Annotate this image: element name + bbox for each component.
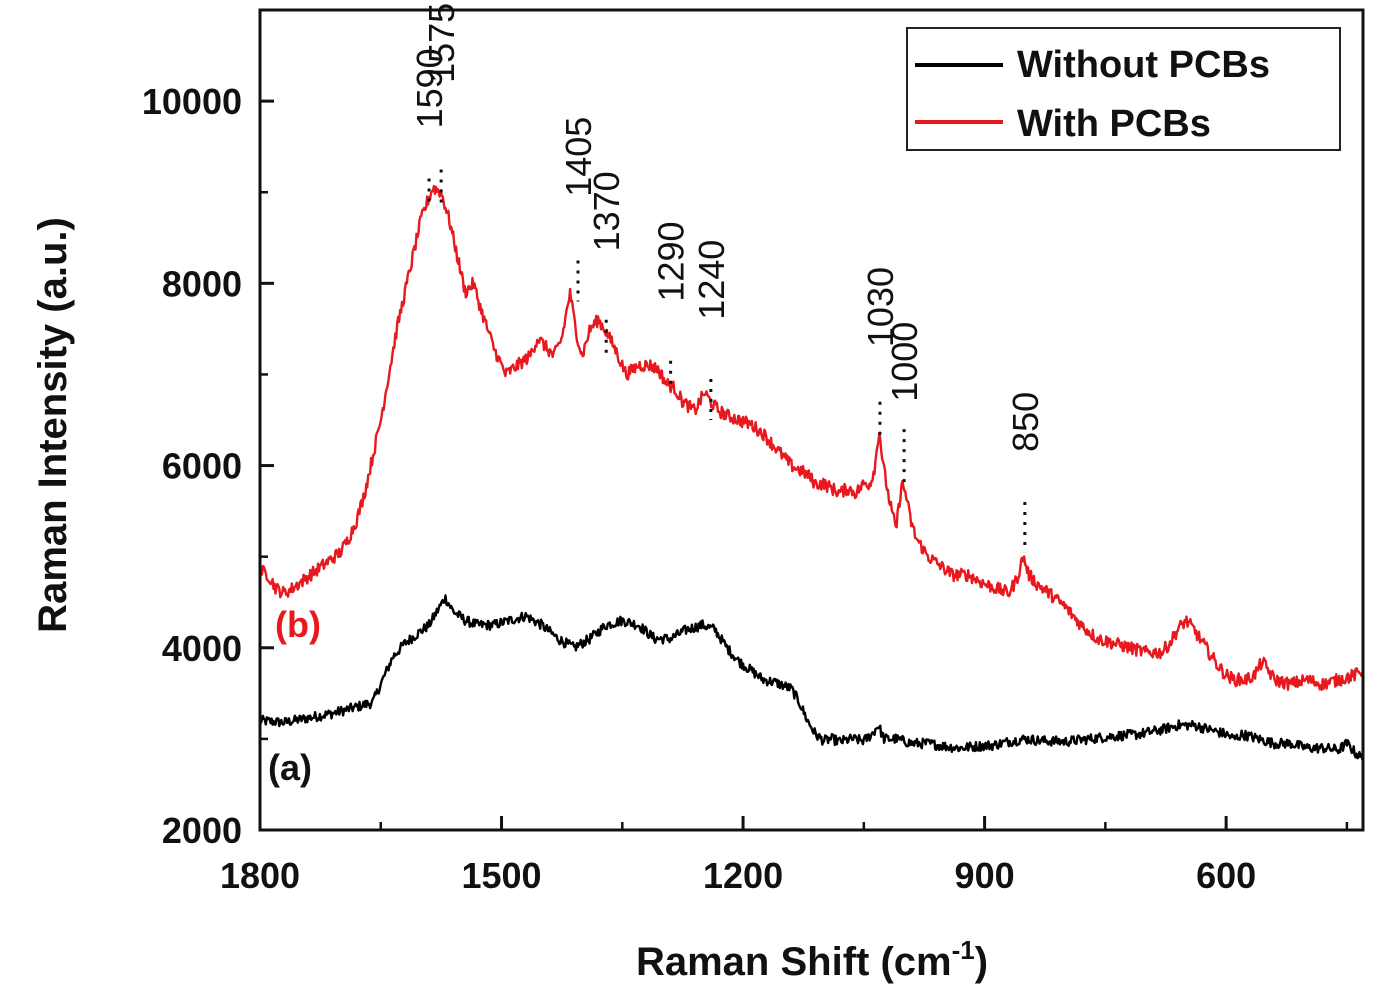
peak-label-850: 850 [1005,392,1046,452]
y-tick-label: 2000 [162,810,242,851]
legend-box [906,27,1341,151]
curve-tag-a: (a) [268,747,312,788]
x-axis-title-main: Raman Shift (cm [636,940,952,984]
peak-label-1240: 1240 [691,240,732,320]
y-axis-title: Raman Intensity (a.u.) [31,217,75,633]
peak-label-1405: 1405 [558,117,599,197]
x-tick-label: 900 [955,855,1015,896]
series-line-without-pcbs [258,594,1364,761]
y-tick-label: 8000 [162,263,242,304]
legend: Without PCBs With PCBs [906,27,1341,151]
x-axis-title-close: ) [975,940,988,984]
peak-label-1370: 1370 [586,171,627,251]
y-tick-label: 6000 [162,446,242,487]
plot-frame [258,8,1365,832]
x-axis-title-superscript: -1 [952,935,975,965]
peak-label-1000: 1000 [884,322,925,402]
series-line-with-pcbs [258,184,1364,691]
axis-ticks: 1800 1500 1200 900 600 2000 4000 6000 8000 10000 [142,81,1349,896]
legend-label-with-pcbs: With PCBs [1017,103,1211,145]
peak-label-1030: 1030 [860,267,901,347]
x-axis-title: Raman Shift (cm-1) [636,935,988,984]
y-tick-label: 10000 [142,81,242,122]
x-tick-label: 1800 [220,855,300,896]
y-tick-label: 4000 [162,628,242,669]
curve-tag-b: (b) [275,604,321,645]
peak-label-1590: 1590 [409,48,450,128]
x-tick-label: 1500 [461,855,541,896]
x-tick-label: 1200 [703,855,783,896]
x-tick-label: 600 [1196,855,1256,896]
series-layer [258,184,1364,761]
peak-label-1575: 1575 [421,3,462,83]
peak-label-1290: 1290 [651,222,692,302]
legend-label-without-pcbs: Without PCBs [1017,44,1270,86]
